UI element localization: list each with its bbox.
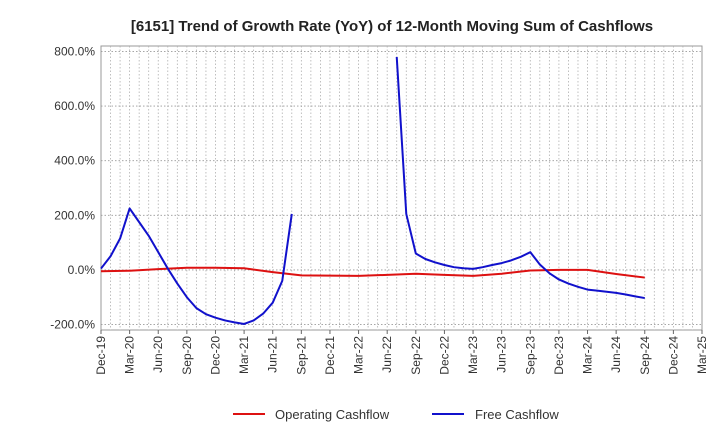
grid-lines <box>101 46 702 330</box>
x-axis: Dec-19 Mar-20 Jun-20 Sep-20 Dec-20 Mar-21 Jun-… <box>94 330 709 375</box>
x-tick-label: Mar-25 <box>695 336 709 374</box>
x-tick-label: Dec-21 <box>323 336 337 375</box>
y-tick-label: -200.0% <box>50 318 95 332</box>
x-tick-label: Sep-23 <box>523 336 537 375</box>
x-tick-label: Dec-19 <box>94 336 108 375</box>
chart-title: [6151] Trend of Growth Rate (YoY) of 12-… <box>131 18 653 35</box>
x-tick-label: Mar-21 <box>237 336 251 374</box>
x-tick-label: Mar-24 <box>581 336 595 374</box>
y-tick-label: 800.0% <box>54 44 95 58</box>
x-tick-label: Sep-22 <box>409 336 423 375</box>
legend-label: Free Cashflow <box>475 407 559 422</box>
x-tick-label: Jun-21 <box>266 336 280 373</box>
y-axis: 800.0% 600.0% 400.0% 200.0% 0.0% -200.0% <box>50 44 95 331</box>
x-tick-label: Dec-24 <box>666 336 680 375</box>
x-tick-label: Sep-21 <box>294 336 308 375</box>
legend: Operating Cashflow Free Cashflow <box>233 407 559 422</box>
x-tick-label: Jun-23 <box>495 336 509 373</box>
x-tick-label: Jun-24 <box>609 336 623 373</box>
x-tick-label: Dec-20 <box>208 336 222 375</box>
plot-area <box>100 45 703 331</box>
x-tick-label: Dec-23 <box>552 336 566 375</box>
y-tick-label: 600.0% <box>54 99 95 113</box>
y-tick-label: 400.0% <box>54 154 95 168</box>
x-tick-label: Dec-22 <box>437 336 451 375</box>
x-tick-label: Mar-23 <box>466 336 480 374</box>
x-tick-label: Mar-20 <box>123 336 137 374</box>
x-tick-label: Sep-24 <box>638 336 652 375</box>
x-tick-label: Jun-20 <box>151 336 165 373</box>
y-tick-label: 200.0% <box>54 208 95 222</box>
y-tick-label: 0.0% <box>68 263 96 277</box>
x-tick-label: Jun-22 <box>380 336 394 373</box>
series-line-free-cashflow <box>395 56 645 300</box>
legend-label: Operating Cashflow <box>275 407 390 422</box>
x-tick-label: Mar-22 <box>352 336 366 374</box>
series-line-operating-cashflow <box>100 266 645 279</box>
x-tick-label: Sep-20 <box>180 336 194 375</box>
series-lines <box>100 56 645 325</box>
series-line-free-cashflow <box>100 207 293 325</box>
